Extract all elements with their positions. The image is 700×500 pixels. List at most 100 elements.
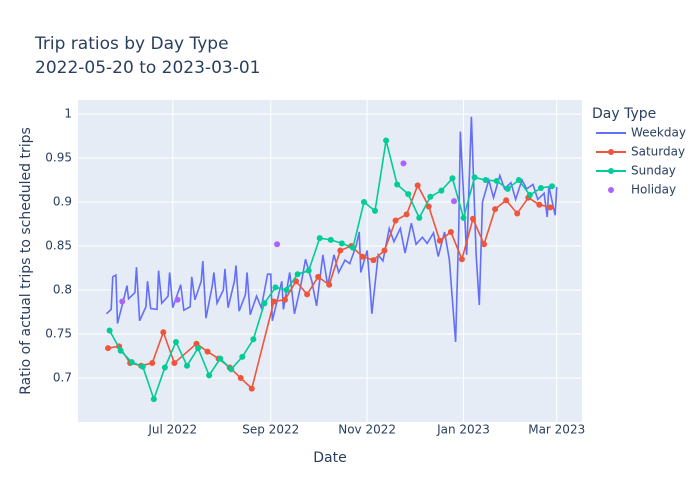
point (471, 174, 478, 181)
point (451, 198, 458, 205)
point (139, 363, 146, 370)
y-axis-title: Ratio of actual trips to scheduled trips (18, 127, 34, 395)
point (304, 291, 311, 298)
point (383, 137, 390, 144)
y-tick-label: 1 (64, 107, 72, 121)
point (294, 271, 301, 278)
x-tick-label: Jul 2022 (147, 423, 197, 437)
y-tick-label: 0.75 (45, 327, 72, 341)
point (239, 353, 246, 360)
point (460, 214, 467, 221)
point (161, 364, 168, 371)
point (184, 362, 191, 369)
point (537, 184, 544, 191)
point (449, 175, 456, 182)
point (274, 241, 281, 248)
point (206, 372, 213, 379)
legend-swatch (608, 168, 614, 174)
point (360, 199, 367, 206)
point (119, 298, 126, 305)
chart-title: Trip ratios by Day Type (34, 34, 229, 54)
legend-label: Holiday (631, 183, 676, 197)
y-tick-label: 0.85 (45, 239, 72, 253)
point (283, 287, 290, 294)
point (106, 327, 113, 334)
point (514, 210, 521, 217)
x-tick-label: Jan 2023 (436, 423, 490, 437)
point (195, 345, 202, 352)
point (150, 396, 157, 403)
point (149, 360, 156, 367)
point (315, 273, 322, 280)
point (493, 177, 500, 184)
point (503, 197, 510, 204)
point (482, 177, 489, 184)
point (172, 338, 179, 345)
point (547, 204, 554, 211)
legend-swatch (608, 149, 614, 155)
point (405, 191, 412, 198)
point (174, 296, 181, 303)
point (117, 347, 124, 354)
point (349, 244, 356, 251)
y-tick-label: 0.95 (45, 151, 72, 165)
point (427, 193, 434, 200)
series-line (105, 116, 558, 343)
point (425, 203, 432, 210)
point (160, 329, 167, 336)
point (414, 182, 421, 189)
point (372, 207, 379, 214)
plot-background (78, 100, 582, 422)
x-tick-label: Nov 2022 (338, 423, 396, 437)
point (204, 348, 211, 355)
x-tick-label: Sep 2022 (242, 423, 299, 437)
point (105, 345, 112, 352)
point (337, 247, 344, 254)
chart-subtitle: 2022-05-20 to 2023-03-01 (35, 58, 260, 78)
point (281, 296, 288, 303)
legend-swatch (608, 187, 614, 193)
point (248, 385, 255, 392)
point (469, 215, 476, 222)
legend-label: Weekday (631, 126, 686, 140)
legend-title: Day Type (592, 106, 656, 122)
point (416, 214, 423, 221)
point (436, 237, 443, 244)
point (504, 185, 511, 192)
point (447, 228, 454, 235)
point (400, 160, 407, 167)
point (492, 206, 499, 213)
point (305, 267, 312, 274)
y-tick-label: 0.8 (53, 283, 72, 297)
point (261, 300, 268, 307)
point (515, 177, 522, 184)
point (481, 241, 488, 248)
legend-label: Saturday (631, 145, 685, 159)
point (359, 253, 366, 260)
point (228, 366, 235, 373)
point (536, 201, 543, 208)
point (392, 217, 399, 224)
y-tick-label: 0.7 (53, 371, 72, 385)
point (217, 355, 224, 362)
point (270, 298, 277, 305)
point (381, 247, 388, 254)
point (327, 236, 334, 243)
point (250, 336, 257, 343)
point (438, 187, 445, 194)
point (370, 257, 377, 264)
point (237, 375, 244, 382)
point (338, 240, 345, 247)
point (316, 235, 323, 242)
point (128, 359, 135, 366)
point (326, 281, 333, 288)
legend-label: Sunday (631, 164, 676, 178)
x-tick-label: Mar 2023 (528, 423, 585, 437)
point (526, 192, 533, 199)
y-tick-label: 0.9 (53, 195, 72, 209)
point (272, 284, 279, 291)
point (458, 256, 465, 263)
point (171, 360, 178, 367)
x-axis-title: Date (313, 450, 346, 466)
